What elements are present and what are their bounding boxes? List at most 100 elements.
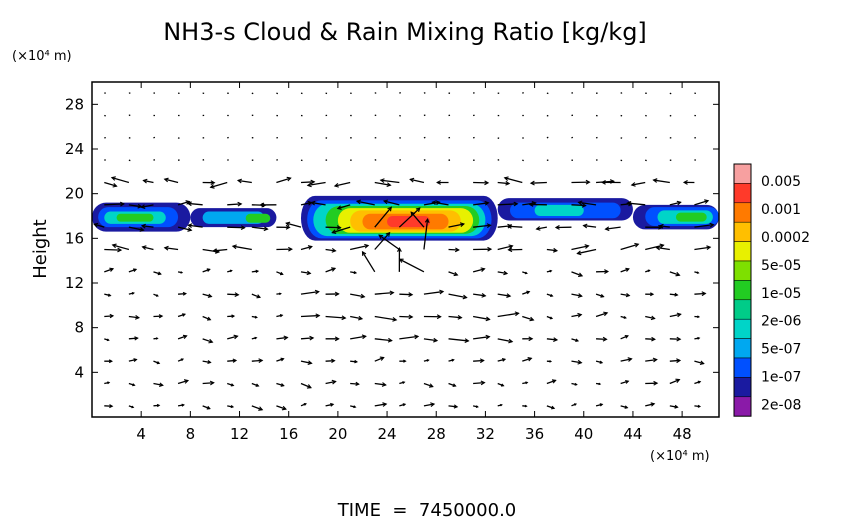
wind-vector — [669, 114, 672, 117]
wind-vector-head — [426, 359, 430, 362]
wind-vector-head — [354, 359, 359, 364]
wind-vector-head — [634, 242, 640, 248]
wind-vector-head — [286, 176, 292, 182]
wind-vector — [153, 271, 161, 275]
wind-vector — [141, 204, 154, 208]
y-tick-label: 16 — [65, 229, 84, 247]
wind-vector — [300, 337, 314, 340]
wind-vector — [251, 293, 261, 298]
wind-vector-head — [303, 403, 307, 406]
wind-vector-head — [414, 334, 420, 340]
wind-vector-head — [529, 180, 535, 186]
wind-vector — [399, 92, 401, 94]
wind-vector — [645, 159, 647, 162]
wind-vector — [620, 335, 629, 340]
wind-vector-head — [550, 293, 554, 298]
wind-vector — [374, 356, 384, 362]
wind-vector — [251, 359, 263, 362]
wind-vector-head — [655, 245, 661, 251]
colorbar-label: 0.005 — [761, 174, 801, 190]
colorbar-label: 1e-05 — [761, 286, 801, 302]
wind-vector — [653, 179, 670, 184]
wind-vector-head — [240, 225, 246, 231]
wind-vector-head — [525, 381, 529, 385]
wind-vector — [522, 357, 532, 362]
wind-vector — [504, 177, 523, 184]
wind-vector — [669, 378, 680, 385]
plot-area — [91, 81, 720, 418]
wind-vector — [128, 204, 142, 208]
wind-vector-head — [141, 245, 147, 250]
x-tick-label: 36 — [525, 425, 544, 443]
wind-vector-head — [263, 226, 269, 232]
wind-vector-head — [361, 250, 367, 256]
wind-vector-head — [676, 200, 682, 206]
colorbar-swatch — [733, 396, 752, 417]
wind-vector — [620, 380, 629, 385]
wind-vector-head — [207, 360, 212, 365]
wind-vector — [659, 225, 670, 228]
wind-vector-head — [334, 291, 340, 297]
wind-vector-head — [207, 293, 213, 298]
wind-vector — [448, 338, 469, 342]
wind-vector-head — [581, 202, 587, 208]
colorbar-label: 5e-05 — [761, 258, 801, 274]
wind-vector-head — [256, 294, 262, 299]
wind-vector — [251, 226, 268, 230]
cloud-cell — [534, 204, 584, 216]
wind-vector-head — [484, 180, 490, 186]
wind-vector — [669, 405, 678, 408]
wind-vector-head — [598, 382, 602, 386]
wind-vector-head — [650, 292, 655, 297]
wind-vector-head — [408, 292, 414, 297]
wind-vector-head — [180, 271, 184, 274]
wind-vector-head — [528, 202, 534, 207]
wind-vector — [374, 291, 394, 295]
wind-vector — [300, 271, 311, 275]
wind-vector-head — [487, 246, 493, 252]
wind-vector-head — [524, 271, 528, 275]
wind-vector — [227, 359, 237, 362]
wind-vector — [232, 245, 252, 251]
wind-vector-head — [604, 269, 610, 274]
wind-vector-head — [506, 293, 512, 298]
wind-vector — [276, 405, 287, 410]
x-tick-label: 32 — [476, 425, 495, 443]
wind-vector-head — [706, 245, 712, 251]
colorbar-swatch — [733, 318, 752, 339]
wind-vector-head — [314, 289, 320, 295]
wind-vector — [508, 225, 523, 228]
wind-vector — [177, 379, 189, 385]
wind-vector — [300, 290, 319, 295]
wind-vector-head — [230, 383, 235, 387]
wind-vector — [202, 405, 211, 410]
wind-vector — [178, 292, 186, 295]
wind-vector-head — [451, 358, 455, 362]
wind-vector-head — [386, 182, 392, 188]
wind-vector — [251, 405, 263, 411]
wind-vector-head — [600, 179, 606, 185]
wind-vector-head — [336, 205, 342, 210]
wind-vector-head — [514, 311, 520, 317]
wind-vector-head — [331, 267, 337, 272]
wind-vector-head — [156, 361, 161, 365]
wind-vector-head — [259, 202, 265, 208]
wind-vector-head — [209, 184, 215, 189]
wind-vector — [694, 246, 711, 251]
wind-vector-head — [331, 379, 337, 385]
wind-vector-head — [142, 178, 148, 184]
wind-vector-head — [206, 316, 212, 321]
wind-vector — [300, 181, 315, 184]
wind-vector-head — [110, 176, 116, 181]
wind-vector-head — [709, 222, 715, 228]
wind-vector-head — [485, 316, 491, 322]
wind-vector — [410, 178, 425, 184]
plot-border — [91, 81, 720, 418]
wind-vector-head — [584, 244, 590, 249]
cloud-cell — [675, 212, 707, 222]
wind-vector — [473, 224, 491, 228]
y-tick-label: 20 — [65, 185, 84, 203]
wind-vector — [227, 335, 238, 340]
wind-vector-head — [231, 314, 236, 318]
wind-vector-head — [255, 383, 260, 387]
